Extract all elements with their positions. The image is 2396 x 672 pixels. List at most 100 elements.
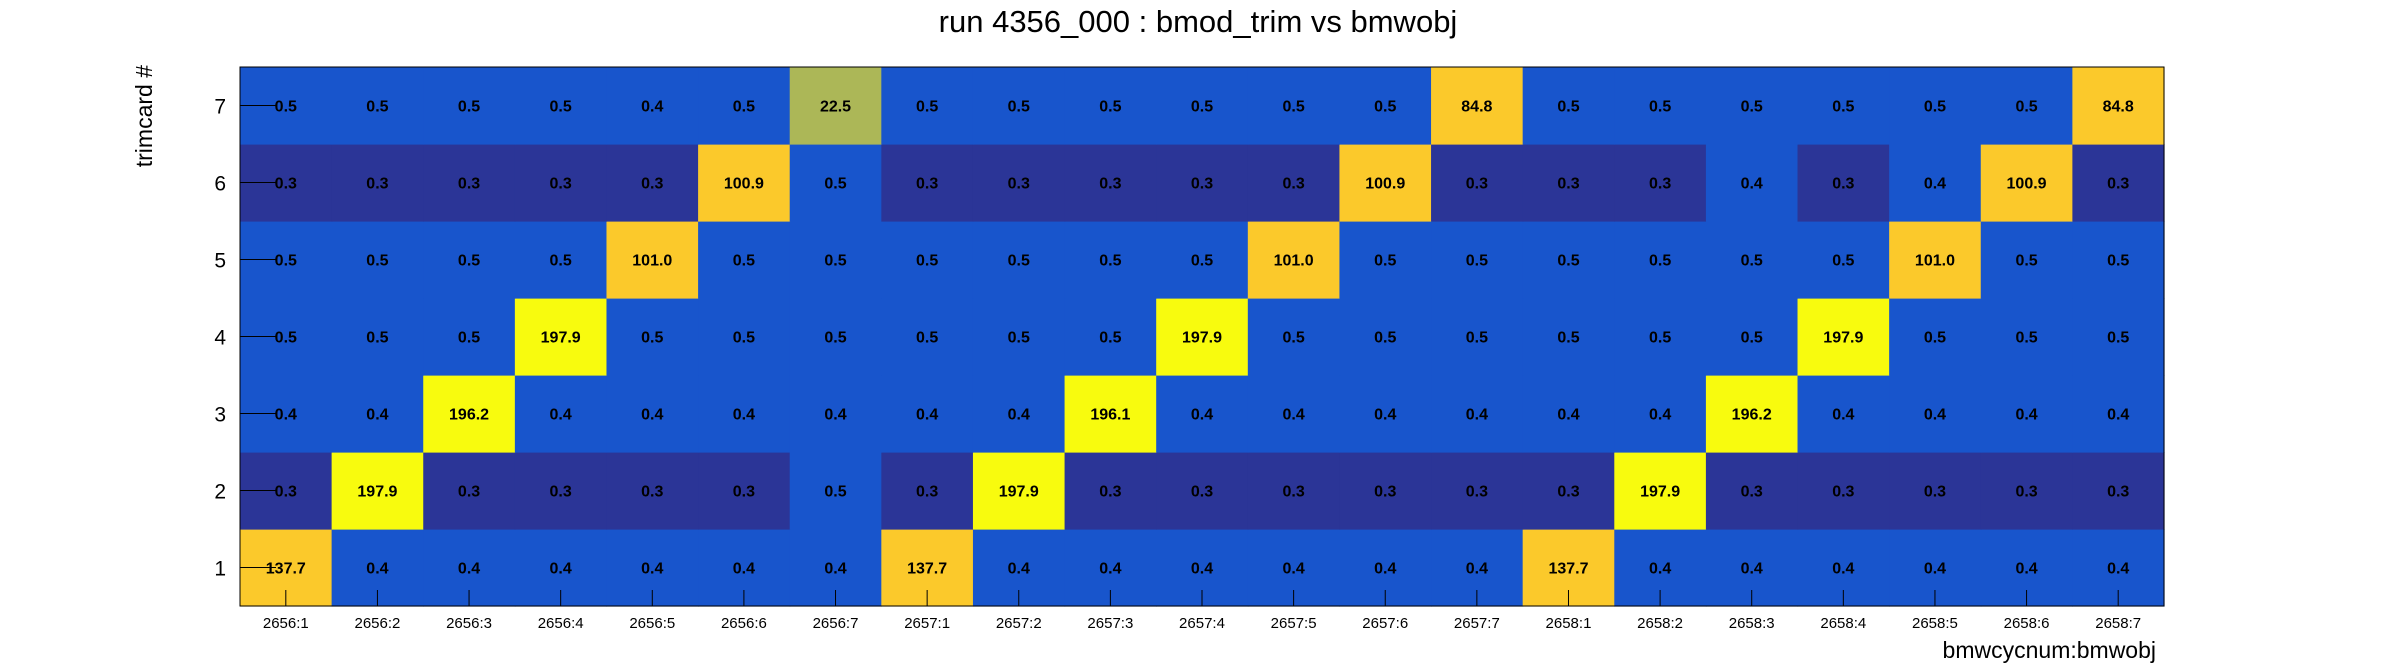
cell-value-label: 0.5 [1099, 253, 1121, 270]
x-tick-label: 2657:7 [1454, 615, 1500, 632]
heatmap-cell [1797, 221, 1890, 299]
cell-value-label: 197.9 [357, 484, 397, 501]
cell-value-label: 0.4 [1649, 561, 1671, 578]
heatmap-cell [1064, 221, 1157, 299]
cell-value-label: 0.4 [1741, 561, 1763, 578]
heatmap-cell [1705, 221, 1799, 299]
cell-value-label: 0.5 [275, 99, 297, 116]
cell-value-label: 0.4 [824, 407, 846, 424]
y-axis-title: trimcard # [131, 65, 157, 167]
x-tick-label: 2656:3 [446, 615, 492, 632]
heatmap-cell [1156, 298, 1249, 376]
heatmap-cell [2072, 67, 2165, 145]
heatmap-cell [1889, 452, 1982, 530]
cell-value-label: 0.3 [2107, 484, 2129, 501]
cell-value-label: 0.5 [366, 330, 388, 347]
cell-value-label: 196.2 [449, 407, 489, 424]
cell-value-label: 0.4 [1282, 407, 1304, 424]
cell-value-label: 0.5 [1191, 99, 1213, 116]
cell-value-label: 0.3 [733, 484, 755, 501]
heatmap-cell [514, 144, 608, 222]
heatmap-cell [423, 67, 516, 145]
heatmap-cell [1247, 298, 1341, 376]
x-tick-label: 2658:3 [1729, 615, 1775, 632]
cell-value-label: 0.4 [641, 99, 663, 116]
cell-value-label: 0.4 [2015, 561, 2037, 578]
cell-value-label: 0.4 [1832, 561, 1854, 578]
heatmap-cell [789, 375, 882, 453]
x-tick-label: 2656:6 [721, 615, 767, 632]
heatmap-cell [1064, 375, 1157, 453]
cell-value-label: 0.4 [1191, 407, 1213, 424]
cell-value-label: 0.4 [550, 561, 572, 578]
cell-value-label: 0.5 [1832, 253, 1854, 270]
x-tick-label: 2658:2 [1637, 615, 1683, 632]
y-tick-label: 6 [214, 173, 226, 196]
heatmap-cell [789, 144, 882, 222]
cell-value-label: 0.5 [1557, 253, 1579, 270]
cell-value-label: 0.3 [275, 484, 297, 501]
heatmap-cell [972, 452, 1066, 530]
heatmap-cell [1797, 67, 1890, 145]
heatmap-cell [423, 144, 516, 222]
cell-value-label: 0.3 [1099, 484, 1121, 501]
cell-value-label: 197.9 [1823, 330, 1863, 347]
heatmap-cell [1156, 144, 1249, 222]
heatmap-cell [1339, 375, 1432, 453]
heatmap-cell [331, 67, 424, 145]
heatmap-cell [1247, 221, 1341, 299]
heatmap-cell [606, 375, 699, 453]
heatmap-cell [1614, 375, 1707, 453]
axis-ticks [240, 105, 2119, 606]
heatmap-cell [1889, 298, 1982, 376]
heatmap-cell [514, 375, 608, 453]
heatmap-cell [698, 221, 791, 299]
x-tick-label: 2657:5 [1271, 615, 1317, 632]
x-tick-label: 2658:1 [1546, 615, 1592, 632]
heatmap-cell [789, 298, 882, 376]
cell-value-label: 0.5 [733, 253, 755, 270]
heatmap-cell [1522, 221, 1615, 299]
heatmap-cell [1247, 375, 1341, 453]
cell-value-label: 0.3 [1191, 176, 1213, 193]
cell-value-label: 0.5 [824, 330, 846, 347]
cell-value-label: 0.5 [550, 99, 572, 116]
heatmap-cell [1339, 221, 1432, 299]
cell-value-label: 0.3 [1099, 176, 1121, 193]
heatmap-cell [1797, 452, 1890, 530]
cell-value-label: 0.5 [1008, 99, 1030, 116]
y-tick-label: 5 [214, 250, 226, 273]
cell-value-label: 0.3 [1466, 484, 1488, 501]
x-axis-tick-labels: 2656:1 2656:2 2656:3 2656:4 2656:5 2656:6 2656… [263, 615, 2141, 632]
cell-value-label: 0.4 [1282, 561, 1304, 578]
heatmap-cell [1980, 375, 2073, 453]
cell-value-label: 0.4 [1466, 561, 1488, 578]
x-tick-label: 2656:2 [354, 615, 400, 632]
heatmap-cell [972, 298, 1066, 376]
heatmap-cell [331, 221, 424, 299]
cell-value-label: 0.5 [1191, 253, 1213, 270]
heatmap-cell [1705, 144, 1799, 222]
heatmap-cell [514, 67, 608, 145]
cell-value-label: 0.3 [641, 484, 663, 501]
cell-value-label: 101.0 [632, 253, 672, 270]
cell-value-label: 0.3 [1374, 484, 1396, 501]
cell-value-label: 0.5 [1649, 253, 1671, 270]
heatmap-cell [1614, 452, 1707, 530]
cell-value-label: 0.3 [1191, 484, 1213, 501]
cell-value-label: 0.4 [916, 407, 938, 424]
x-tick-label: 2658:4 [1820, 615, 1866, 632]
cell-value-label: 0.3 [641, 176, 663, 193]
heatmap-cell [606, 221, 699, 299]
cell-value-label: 0.5 [1832, 99, 1854, 116]
x-tick-label: 2656:1 [263, 615, 309, 632]
cell-value-label: 0.4 [1924, 407, 1946, 424]
cell-value-label: 0.3 [458, 484, 480, 501]
heatmap-cell [881, 452, 974, 530]
cell-value-label: 0.3 [1282, 176, 1304, 193]
cell-value-label: 0.3 [1832, 176, 1854, 193]
heatmap-cell [1980, 221, 2073, 299]
cell-value-label: 0.3 [550, 484, 572, 501]
heatmap-cell [1889, 144, 1982, 222]
heatmap-cell [606, 67, 699, 145]
